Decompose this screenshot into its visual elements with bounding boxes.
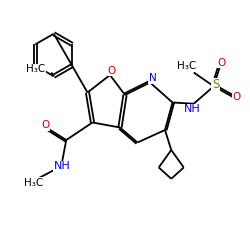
Text: NH: NH — [184, 104, 201, 114]
Text: O: O — [107, 66, 116, 76]
Text: O: O — [232, 92, 241, 102]
Text: NH: NH — [54, 161, 70, 171]
Text: S: S — [212, 78, 220, 92]
Text: H₃C: H₃C — [24, 178, 44, 188]
Text: O: O — [41, 120, 49, 130]
Text: O: O — [217, 58, 226, 68]
Text: H₃C: H₃C — [177, 61, 197, 71]
Text: N: N — [148, 73, 156, 83]
Text: H₃C: H₃C — [26, 64, 45, 74]
